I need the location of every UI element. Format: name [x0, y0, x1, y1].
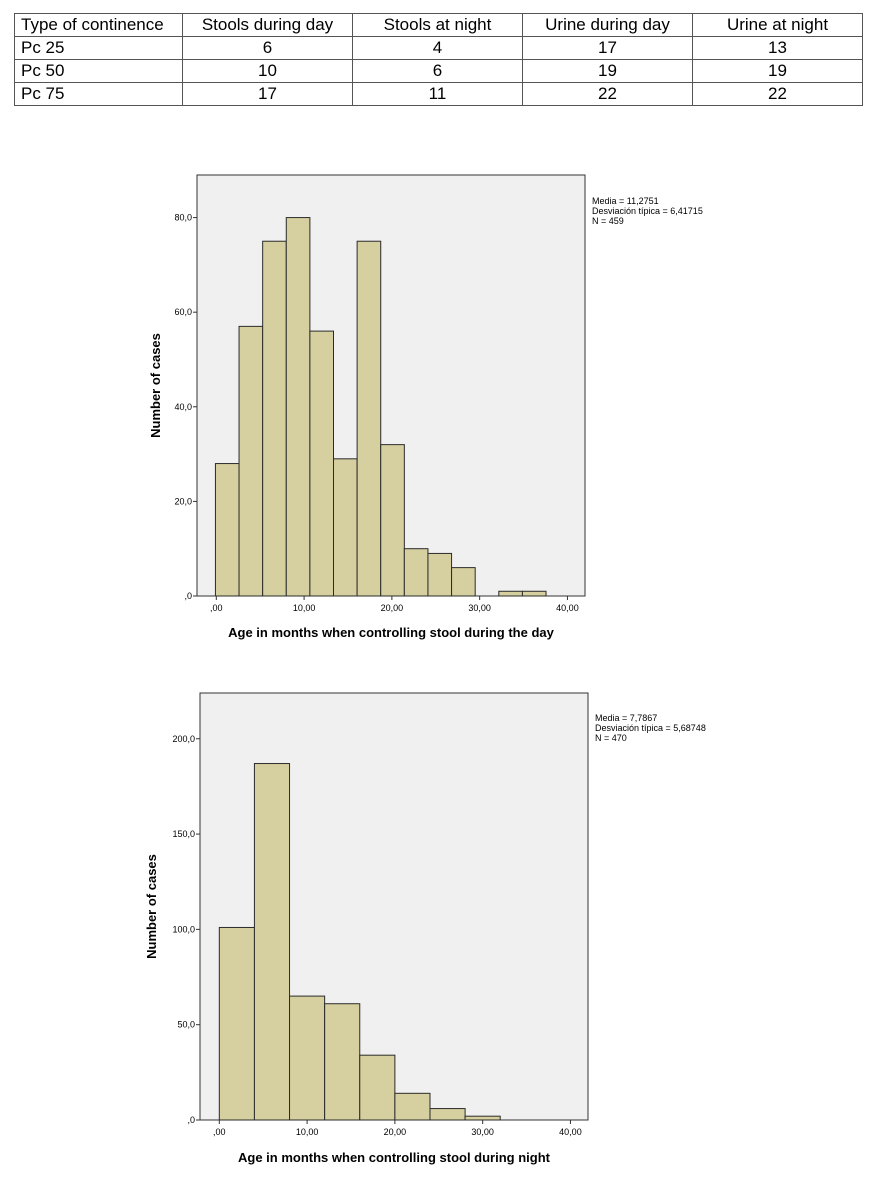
y-tick-label: 100,0 [172, 924, 195, 934]
histogram-bar [521, 590, 547, 597]
percentile-table: Type of continence Stools during day Sto… [14, 13, 863, 106]
x-tick-label: 10,00 [293, 603, 316, 613]
x-tick-label: 20,00 [384, 1127, 407, 1137]
y-tick-label: 20,0 [174, 496, 192, 506]
histogram-bar [324, 1003, 361, 1121]
column-header: Stools during day [182, 13, 353, 37]
x-tick-label: 10,00 [296, 1127, 319, 1137]
histogram-bar [359, 1054, 396, 1121]
y-tick-label: ,0 [187, 1115, 195, 1125]
y-tick-label: 50,0 [177, 1020, 195, 1030]
y-tick-label: 40,0 [174, 402, 192, 412]
histogram-bar [380, 444, 405, 597]
table-cell: 17 [182, 82, 353, 106]
histogram-bar [356, 240, 382, 597]
x-tick-label: 40,00 [556, 603, 579, 613]
histogram-bar [218, 926, 255, 1121]
stats-box: Media = 7,7867 Desviación típica = 5,687… [595, 713, 706, 743]
x-tick-label: 20,00 [381, 603, 404, 613]
row-label: Pc 75 [14, 82, 183, 106]
row-label: Pc 50 [14, 59, 183, 83]
table-cell: 4 [352, 36, 523, 60]
stat-n: N = 470 [595, 733, 627, 743]
y-tick-label: 150,0 [172, 829, 195, 839]
column-header: Urine at night [692, 13, 863, 37]
histogram-bar [451, 567, 476, 597]
x-axis-label: Age in months when controlling stool dur… [238, 1150, 551, 1165]
stats-box: Media = 11,2751 Desviación típica = 6,41… [592, 196, 703, 226]
table-cell: 17 [522, 36, 693, 60]
y-axis-label: Number of cases [144, 854, 159, 959]
x-tick-label: ,00 [210, 603, 223, 613]
stat-std-dev: Desviación típica = 6,41715 [592, 206, 703, 216]
table-cell: 19 [692, 59, 863, 83]
table-cell: 6 [182, 36, 353, 60]
x-axis-label: Age in months when controlling stool dur… [228, 625, 554, 640]
table-row: Pc 75 17 11 22 22 [14, 82, 863, 106]
stat-n: N = 459 [592, 216, 624, 226]
y-tick-label: ,0 [184, 591, 192, 601]
y-tick-label: 80,0 [174, 213, 192, 223]
y-tick-label: 200,0 [172, 734, 195, 744]
table-row: Pc 25 6 4 17 13 [14, 36, 863, 60]
stat-mean: Media = 7,7867 [595, 713, 658, 723]
column-header: Urine during day [522, 13, 693, 37]
histogram-bar [429, 1108, 466, 1121]
histogram-bar [394, 1092, 431, 1121]
table-cell: 22 [692, 82, 863, 106]
stat-mean: Media = 11,2751 [592, 196, 659, 206]
x-tick-label: 30,00 [471, 1127, 494, 1137]
x-tick-label: 40,00 [559, 1127, 582, 1137]
x-tick-label: 30,00 [468, 603, 491, 613]
column-header: Type of continence [14, 13, 183, 37]
table-header-row: Type of continence Stools during day Sto… [14, 13, 863, 37]
x-tick-label: ,00 [213, 1127, 226, 1137]
y-tick-label: 60,0 [174, 307, 192, 317]
table-cell: 22 [522, 82, 693, 106]
histogram-bar [253, 763, 291, 1121]
stat-std-dev: Desviación típica = 5,68748 [595, 723, 706, 733]
y-axis-label: Number of cases [148, 333, 163, 438]
table-cell: 11 [352, 82, 523, 106]
histogram-bar [464, 1115, 501, 1121]
histogram-bar [289, 995, 326, 1121]
